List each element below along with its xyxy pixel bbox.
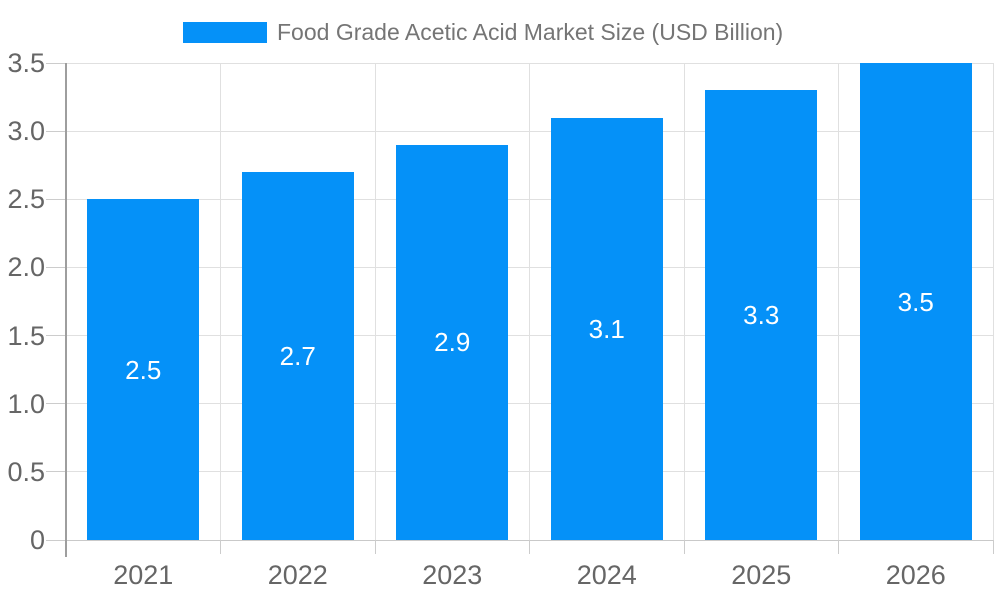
y-axis-tick [46,266,66,268]
bar-2026 [859,63,972,540]
y-axis-tick [46,539,66,541]
x-gridline [838,63,839,540]
y-axis-tick [46,471,66,473]
x-axis-tick-label: 2025 [731,560,792,590]
bar-value-label: 3.5 [897,286,934,317]
x-gridline [683,63,685,540]
y-axis-tick [46,198,66,200]
x-axis-tick-label: 2021 [113,560,174,590]
bar-2021 [87,199,200,540]
y-axis-tick [46,130,66,132]
bar-2024 [550,117,663,540]
x-gridline [529,63,530,540]
x-axis-tick [374,540,376,554]
x-axis-tick [683,540,685,554]
x-gridline [220,63,221,540]
bar-value-label: 3.1 [588,313,625,344]
y-axis-tick-label: 2.5 [7,184,45,215]
x-axis-tick-label: 2026 [885,560,946,590]
x-axis-tick [992,540,994,554]
x-gridline [374,63,376,540]
legend-label: Food Grade Acetic Acid Market Size (USD … [277,19,784,45]
y-axis-tick-label: 1.0 [7,388,45,419]
x-axis-tick-label: 2023 [422,560,483,590]
x-axis-tick-label: 2022 [267,560,328,590]
bar-2022 [241,172,354,540]
x-axis-tick [220,540,221,554]
y-axis-tick-label: 0.5 [7,456,45,487]
y-axis-line [65,63,67,557]
x-gridline [992,63,994,540]
x-axis-tick [529,540,530,554]
y-axis-tick-label: 1.5 [7,320,45,351]
bar-value-label: 2.5 [125,354,162,385]
legend-swatch [183,22,267,43]
bar-2025 [705,90,818,540]
bar-value-label: 3.3 [743,300,780,331]
y-axis-tick [46,403,66,405]
y-axis-tick-label: 2.0 [7,252,45,283]
y-axis-tick-label: 0 [29,525,45,555]
x-axis-tick-label: 2024 [576,560,637,590]
bar-value-label: 2.9 [434,327,471,358]
y-axis-tick-label: 3.0 [7,116,45,147]
bar-2023 [396,144,509,540]
y-axis-tick [46,62,66,64]
bar-value-label: 2.7 [279,341,316,371]
x-axis-tick [838,540,839,554]
y-axis-tick-label: 3.5 [7,48,45,78]
y-axis-tick [46,335,66,337]
